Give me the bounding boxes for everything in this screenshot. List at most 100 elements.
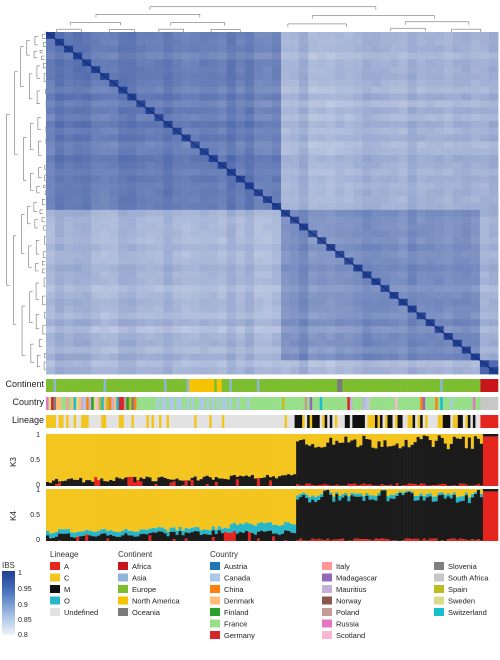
continent-cell bbox=[272, 379, 275, 392]
heatmap-cell bbox=[479, 326, 490, 334]
heatmap-cell bbox=[398, 79, 408, 88]
heatmap-cell bbox=[317, 120, 327, 129]
admixture-segment bbox=[389, 446, 393, 485]
heatmap-cell bbox=[299, 244, 309, 252]
admixture-segment bbox=[232, 522, 237, 532]
heatmap-cell bbox=[470, 196, 481, 204]
heatmap-cell bbox=[416, 339, 427, 348]
heatmap-cell bbox=[416, 353, 427, 361]
admixture-segment bbox=[452, 436, 457, 486]
heatmap-cell bbox=[389, 168, 399, 177]
heatmap-cell bbox=[190, 216, 201, 224]
heatmap-cell bbox=[344, 59, 354, 67]
country-cell bbox=[279, 397, 283, 410]
admixture-segment bbox=[341, 494, 345, 498]
heatmap-cell bbox=[100, 59, 110, 67]
admixture-segment bbox=[272, 533, 276, 537]
heatmap-cell bbox=[118, 291, 128, 300]
heatmap-cell bbox=[217, 38, 228, 47]
heatmap-cell bbox=[163, 127, 173, 135]
heatmap-cell bbox=[479, 305, 490, 313]
admixture-segment bbox=[347, 496, 351, 502]
continent-cell bbox=[153, 379, 157, 392]
heatmap-cell bbox=[46, 120, 56, 129]
heatmap-cell bbox=[226, 244, 237, 252]
heatmap-cell bbox=[136, 189, 146, 197]
heatmap-cell bbox=[308, 346, 318, 354]
admixture-segment bbox=[202, 434, 206, 477]
heatmap-cell bbox=[272, 120, 282, 129]
heatmap-cell bbox=[371, 141, 381, 149]
heatmap-cell bbox=[326, 250, 336, 259]
heatmap-cell bbox=[371, 189, 381, 197]
heatmap-cell bbox=[272, 271, 282, 279]
heatmap-cell bbox=[109, 250, 119, 259]
admixture-segment bbox=[190, 532, 194, 541]
heatmap-cell bbox=[326, 285, 336, 293]
heatmap-cell bbox=[443, 93, 454, 101]
continent-cell bbox=[256, 379, 260, 392]
heatmap-cell bbox=[371, 353, 381, 361]
heatmap-cell bbox=[317, 189, 327, 197]
heatmap-cell bbox=[353, 79, 363, 88]
heatmap-cell bbox=[127, 134, 137, 142]
admixture-segment bbox=[323, 490, 327, 541]
heatmap-cell bbox=[362, 298, 372, 306]
heatmap-cell bbox=[290, 79, 300, 88]
lineage-cell bbox=[88, 415, 92, 428]
heatmap-cell bbox=[118, 332, 128, 341]
heatmap-cell bbox=[82, 326, 92, 334]
admix-k3-label: K3 bbox=[9, 457, 18, 467]
continent-cell bbox=[266, 379, 270, 392]
admixture-segment bbox=[226, 528, 231, 533]
heatmap-cell bbox=[335, 120, 345, 129]
admixture-segment bbox=[347, 442, 351, 484]
heatmap-cell bbox=[380, 257, 390, 265]
heatmap-cell bbox=[290, 237, 300, 245]
heatmap-cell bbox=[172, 223, 182, 231]
heatmap-cell bbox=[235, 367, 246, 375]
continent-cell bbox=[249, 379, 253, 392]
continent-cell bbox=[407, 379, 411, 392]
country-cell bbox=[377, 397, 381, 410]
lineage-cell bbox=[76, 415, 79, 428]
heatmap-cell bbox=[479, 257, 490, 265]
heatmap-cell bbox=[362, 353, 372, 361]
heatmap-cell bbox=[55, 278, 65, 286]
heatmap-cell bbox=[425, 38, 436, 47]
heatmap-cell bbox=[100, 230, 110, 238]
country-cell bbox=[254, 397, 258, 410]
admixture-segment bbox=[85, 529, 89, 535]
heatmap-cell bbox=[109, 244, 119, 252]
country-cell bbox=[181, 397, 185, 410]
lineage-cell bbox=[357, 415, 361, 428]
heatmap-cell bbox=[181, 298, 192, 306]
admixture-segment bbox=[112, 434, 116, 481]
heatmap-cell bbox=[55, 107, 65, 115]
heatmap-cell bbox=[443, 298, 454, 306]
heatmap-cell bbox=[217, 114, 228, 122]
lineage-cell bbox=[482, 415, 486, 428]
heatmap-cell bbox=[181, 278, 192, 286]
heatmap-cell bbox=[253, 332, 264, 341]
lineage-cell bbox=[219, 415, 223, 428]
admixture-segment bbox=[100, 478, 104, 486]
heatmap-cell bbox=[434, 353, 445, 361]
heatmap-cell bbox=[479, 230, 490, 238]
heatmap-cell bbox=[425, 79, 436, 88]
heatmap-cell bbox=[344, 196, 354, 204]
lineage-cell bbox=[369, 415, 373, 428]
heatmap-cell bbox=[326, 93, 336, 101]
heatmap-cell bbox=[64, 230, 74, 238]
heatmap-cell bbox=[470, 278, 481, 286]
admixture-segment bbox=[196, 434, 200, 481]
admixture-segment bbox=[187, 533, 191, 541]
heatmap-cell bbox=[335, 107, 345, 115]
admixture-segment bbox=[488, 434, 493, 437]
heatmap-cell bbox=[344, 230, 354, 238]
lineage-cell bbox=[48, 415, 52, 428]
heatmap-cell bbox=[145, 367, 155, 375]
lineage-cell bbox=[204, 415, 208, 428]
heatmap-cell bbox=[109, 278, 119, 286]
